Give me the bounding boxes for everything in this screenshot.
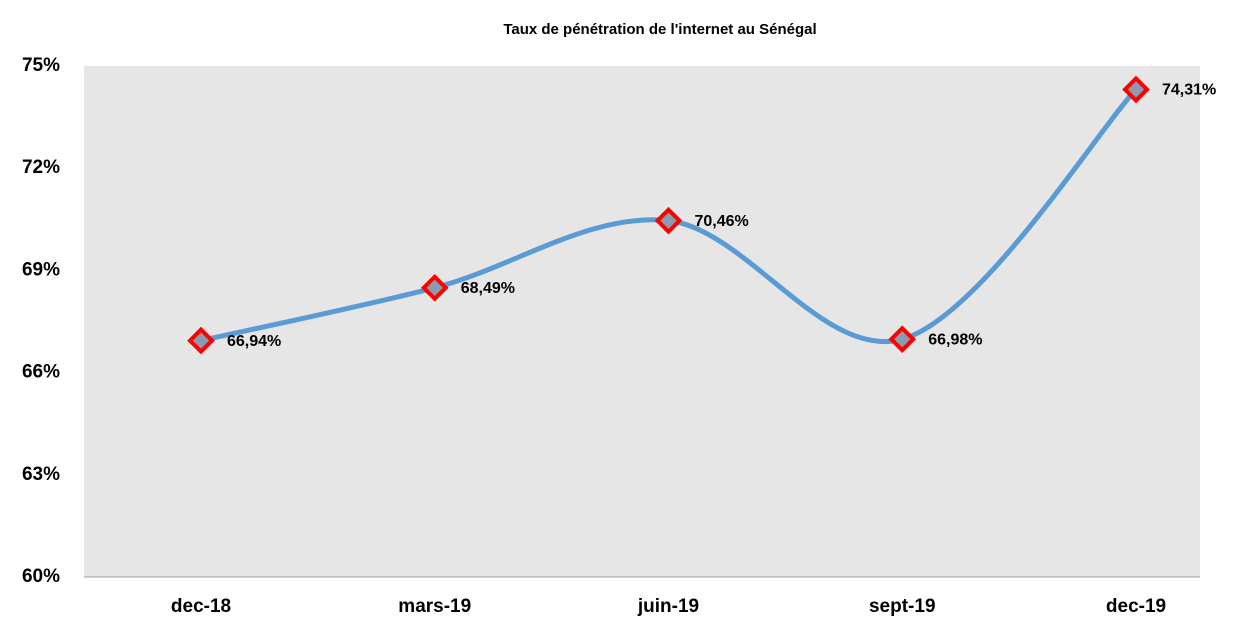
marker [420, 273, 449, 302]
data-label: 74,31% [1162, 82, 1216, 99]
marker [654, 206, 683, 235]
marker [187, 326, 215, 355]
x-tick-label: mars-19 [398, 596, 471, 617]
x-tick-label: dec-19 [1106, 596, 1166, 617]
y-tick-label: 72% [22, 157, 60, 178]
y-tick-label: 69% [22, 259, 60, 280]
x-tick-label: sept-19 [869, 596, 936, 617]
y-tick-label: 60% [22, 566, 60, 587]
data-label: 66,98% [928, 331, 982, 348]
marker [888, 325, 917, 354]
y-tick-label: 75% [22, 55, 60, 76]
x-tick-label: dec-18 [171, 596, 231, 617]
y-tick-label: 66% [22, 362, 60, 383]
y-tick-label: 63% [22, 464, 60, 485]
line [198, 87, 1139, 344]
data-label: 70,46% [695, 213, 749, 230]
data-label: 68,49% [461, 280, 515, 297]
x-tick-label: juin-19 [637, 596, 699, 617]
plot-area [84, 66, 1200, 577]
chart-title: Taux de pénétration de l'internet au Sén… [503, 21, 816, 38]
marker [1122, 75, 1150, 104]
data-label: 66,94% [227, 333, 281, 350]
